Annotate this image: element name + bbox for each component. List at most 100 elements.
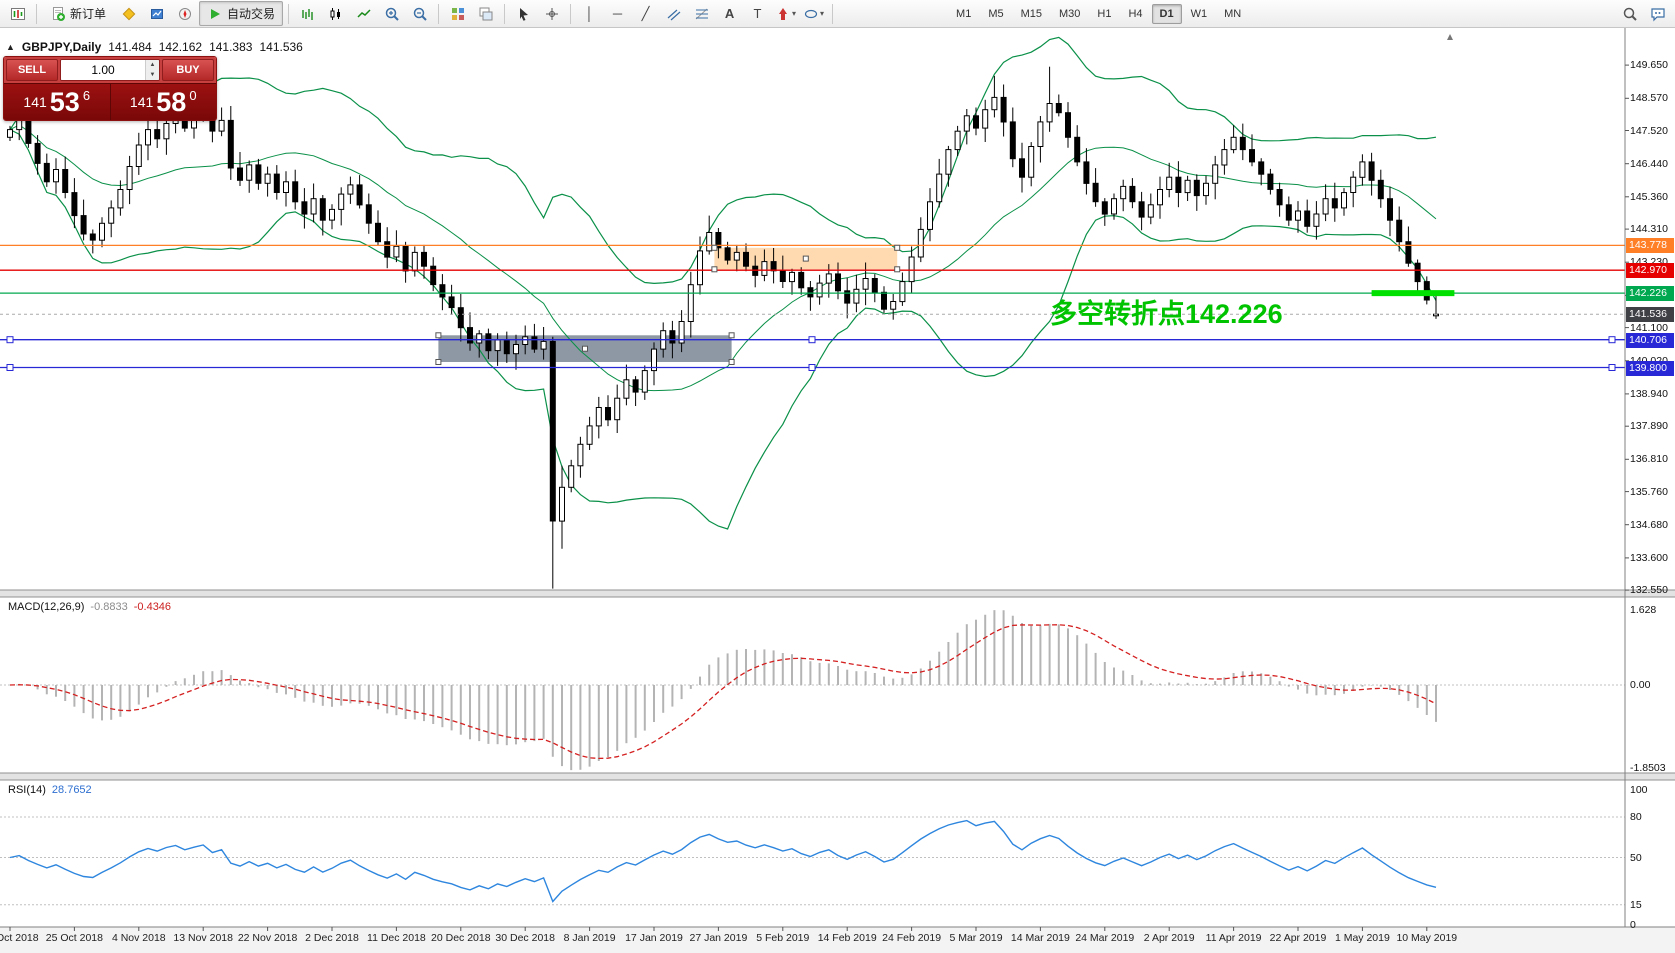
trendline-icon[interactable]: ╱ xyxy=(641,6,650,21)
date-axis-label: 16 Oct 2018 xyxy=(0,932,39,944)
zoom-in-icon[interactable] xyxy=(378,1,405,26)
macd-main-value: -0.8833 xyxy=(90,601,128,613)
cursor-icon[interactable] xyxy=(510,1,537,26)
price-axis-label: 147.520 xyxy=(1630,124,1668,137)
rsi-pane-label: RSI(14) 28.7652 xyxy=(8,784,92,796)
timeframe-button-H4[interactable]: H4 xyxy=(1128,7,1143,20)
rsi-axis-label: 15 xyxy=(1630,898,1642,911)
date-axis-label: 4 Nov 2018 xyxy=(111,932,166,944)
ohlc-open: 141.484 xyxy=(108,40,152,54)
arrow-tool-icon[interactable]: ▾ xyxy=(772,1,799,26)
buy-price[interactable]: 141 58 0 xyxy=(110,84,216,120)
metaeditor-icon[interactable] xyxy=(115,1,142,26)
date-axis-label: 13 Nov 2018 xyxy=(173,932,233,944)
timeframe-button-W1[interactable]: W1 xyxy=(1190,7,1208,20)
toolbar-separator xyxy=(832,3,834,24)
date-axis-label: 5 Feb 2019 xyxy=(756,932,810,944)
date-axis-label: 1 May 2019 xyxy=(1334,932,1390,944)
one-click-toggle[interactable]: ▲ xyxy=(6,42,15,52)
toolbar-separator xyxy=(288,3,290,24)
toolbar-separator xyxy=(504,3,506,24)
price-axis-label: 137.890 xyxy=(1630,420,1668,433)
label-icon[interactable]: T xyxy=(753,6,762,21)
candlestick-mode-icon[interactable] xyxy=(322,1,349,26)
volume-increase-button[interactable]: ▲ xyxy=(146,60,159,70)
price-axis-label: 133.600 xyxy=(1630,551,1668,564)
vertical-line-icon[interactable]: │ xyxy=(585,6,594,21)
ohlc-high: 142.162 xyxy=(158,40,203,54)
macd-axis-label: 0.00 xyxy=(1630,679,1651,691)
channel-icon[interactable] xyxy=(660,1,687,26)
new-chart-icon[interactable] xyxy=(4,1,31,26)
toolbar-separator xyxy=(438,3,440,24)
trade-panel-prices: 141 53 6 141 58 0 xyxy=(4,83,216,120)
date-axis-label: 27 Jan 2019 xyxy=(689,932,748,944)
buy-button[interactable]: BUY xyxy=(162,59,214,81)
price-axis-label: 141.100 xyxy=(1630,321,1668,334)
date-axis-label: 17 Jan 2019 xyxy=(625,932,683,944)
sell-price[interactable]: 141 53 6 xyxy=(4,84,111,120)
macd-axis-label: -1.8503 xyxy=(1630,762,1666,774)
timeframe-button-M30[interactable]: M30 xyxy=(1059,7,1081,20)
volume-decrease-button[interactable]: ▼ xyxy=(146,70,159,80)
rsi-axis-label: 100 xyxy=(1630,784,1648,796)
pivot-annotation-text[interactable]: 多空转折点142.226 xyxy=(1050,299,1283,329)
price-axis-label: 149.650 xyxy=(1630,59,1668,72)
timeframe-button-D1[interactable]: D1 xyxy=(1151,3,1182,24)
date-axis-label: 14 Mar 2019 xyxy=(1010,932,1070,944)
timeframe-button-M5[interactable]: M5 xyxy=(988,7,1004,20)
macd-pane-label: MACD(12,26,9) -0.8833 -0.4346 xyxy=(8,601,171,613)
date-axis-label: 20 Dec 2018 xyxy=(431,932,491,944)
timeframe-button-M1[interactable]: M1 xyxy=(956,7,972,20)
timeframe-toolbar: M1 M5 M15 M30 H1 H4 D1 W1 MN xyxy=(948,3,1249,24)
timeframe-button-MN[interactable]: MN xyxy=(1224,7,1242,20)
zoom-out-icon[interactable] xyxy=(406,1,433,26)
price-axis-label: 145.360 xyxy=(1630,190,1668,203)
autotrading-button[interactable]: 自动交易 xyxy=(199,1,284,26)
volume-input[interactable] xyxy=(61,60,145,80)
rsi-name: RSI(14) xyxy=(8,784,46,796)
chat-icon[interactable] xyxy=(1644,1,1671,26)
navigator-icon[interactable] xyxy=(171,1,198,26)
search-icon[interactable] xyxy=(1616,1,1643,26)
timeframe-button-M15[interactable]: M15 xyxy=(1020,7,1042,20)
line-chart-mode-icon[interactable] xyxy=(350,1,377,26)
cascade-windows-icon[interactable] xyxy=(472,1,499,26)
date-axis-label: 11 Dec 2018 xyxy=(367,932,426,944)
fibonacci-icon[interactable] xyxy=(688,1,715,26)
date-axis-label: 30 Dec 2018 xyxy=(495,932,555,944)
date-axis-label: 25 Oct 2018 xyxy=(45,932,103,944)
price-level-label: 142.970 xyxy=(1626,263,1674,279)
date-axis-label: 2 Apr 2019 xyxy=(1143,932,1195,944)
text-icon[interactable]: A xyxy=(724,6,735,21)
chart-ohlc-header: ▲ GBPJPY,Daily 141.484 142.162 141.383 1… xyxy=(6,40,303,54)
price-axis-label: 148.570 xyxy=(1630,92,1668,105)
one-click-trading-panel: SELL ▲ ▼ BUY 141 53 6 141 58 0 xyxy=(3,56,217,121)
date-axis-label: 2 Dec 2018 xyxy=(305,932,359,944)
rsi-axis-label: 80 xyxy=(1630,811,1642,823)
date-axis-label: 24 Feb 2019 xyxy=(882,932,942,944)
trade-panel-controls: SELL ▲ ▼ BUY xyxy=(4,57,216,83)
date-axis-label: 11 Apr 2019 xyxy=(1205,932,1262,944)
date-axis-label: 8 Jan 2019 xyxy=(563,932,616,944)
date-axis-label: 10 May 2019 xyxy=(1396,932,1458,944)
price-axis-label: 136.810 xyxy=(1630,453,1668,466)
ohlc-close: 141.536 xyxy=(259,40,303,54)
toolbar-separator xyxy=(570,3,572,24)
tile-windows-icon[interactable] xyxy=(444,1,471,26)
crosshair-icon[interactable] xyxy=(538,1,565,26)
horizontal-line-icon[interactable]: ─ xyxy=(612,6,623,21)
toolbar-separator xyxy=(36,3,37,24)
macd-name: MACD(12,26,9) xyxy=(8,601,85,613)
shapes-tool-icon[interactable]: ▾ xyxy=(800,1,827,26)
price-axis-label: 134.680 xyxy=(1630,518,1668,531)
bar-chart-mode-icon[interactable] xyxy=(294,1,321,26)
price-axis-label: 144.310 xyxy=(1630,223,1668,236)
rsi-value: 28.7652 xyxy=(51,784,92,796)
sell-button[interactable]: SELL xyxy=(6,59,58,81)
terminal-icon[interactable] xyxy=(143,1,170,26)
new-order-button[interactable]: 新订单 xyxy=(42,1,114,26)
timeframe-button-H1[interactable]: H1 xyxy=(1097,7,1112,20)
